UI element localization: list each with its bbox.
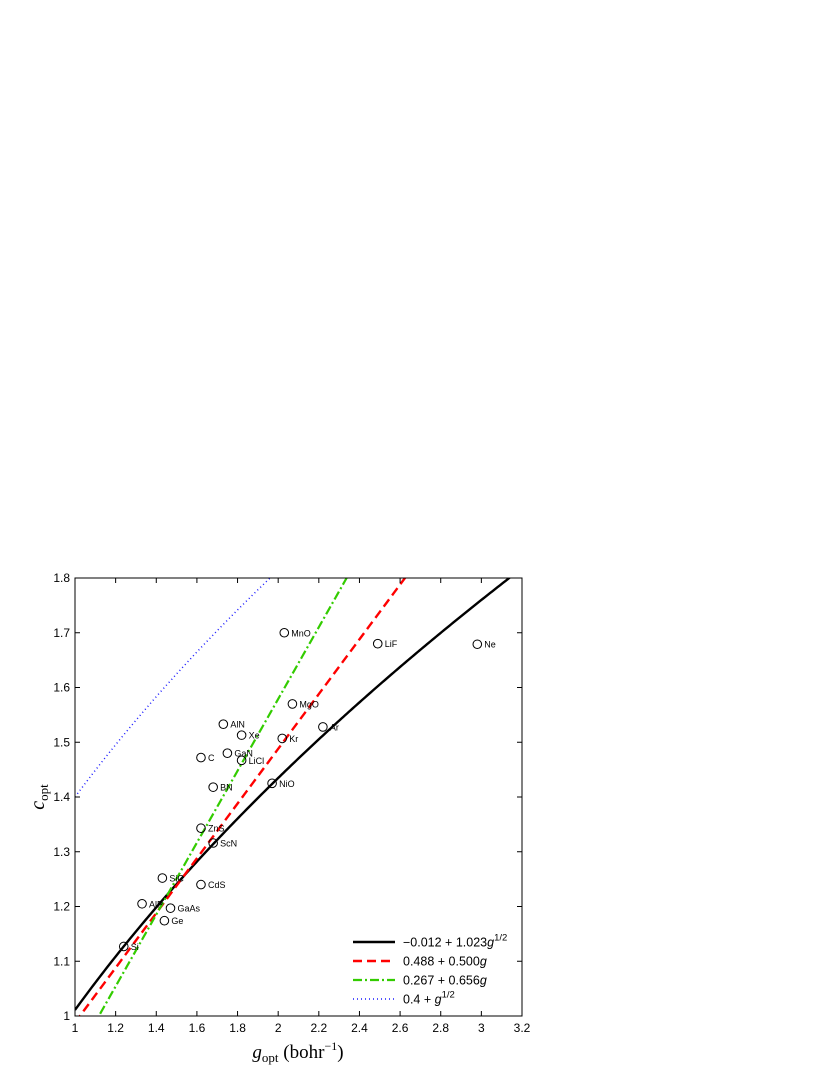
y-tick-label: 1.8 [53, 571, 70, 585]
data-point-label: Ne [484, 640, 496, 650]
plot-frame [74, 577, 523, 1017]
data-point [318, 722, 328, 732]
y-tick-label: 1.7 [53, 626, 70, 640]
data-point [196, 823, 206, 834]
data-point [372, 638, 383, 649]
x-axis-title-main: g [252, 1042, 262, 1063]
legend-entry-2: 0.267 + 0.656g [403, 974, 487, 988]
x-tick-label: 1.2 [107, 1021, 124, 1035]
data-point [267, 778, 277, 789]
data-point [159, 915, 170, 926]
data-point-label: AlN [230, 720, 245, 730]
data-point-label: AlP [149, 899, 163, 909]
y-tick-label: 1.5 [53, 735, 70, 749]
x-axis-title-unit-close: ) [337, 1042, 343, 1063]
x-tick-label: 2.6 [392, 1021, 409, 1035]
x-tick-label: 1.6 [189, 1021, 206, 1035]
data-point-label: LiF [385, 639, 398, 649]
data-point-label: GaAs [177, 904, 200, 914]
legend-entry-3: 0.4 + g1/2 [403, 990, 455, 1007]
x-axis-title: gopt (bohr−1) [252, 1039, 343, 1065]
data-point [218, 719, 229, 729]
y-axis-title-sub: opt [36, 784, 51, 801]
y-axis-title-main: c [27, 801, 49, 810]
fit-curves [75, 578, 512, 1016]
data-point [118, 941, 129, 952]
data-point-label: MgO [299, 699, 319, 709]
data-point [472, 639, 483, 650]
data-point [208, 838, 218, 848]
y-tick-label: 1.2 [53, 900, 70, 914]
x-tick-label: 3.2 [514, 1021, 531, 1035]
data-point [222, 748, 233, 759]
data-point-label: C [208, 753, 215, 763]
legend: −0.012 + 1.023g1/2 0.488 + 0.500g 0.267 + … [353, 933, 507, 1007]
data-point [165, 903, 176, 913]
x-tick-label: 1.8 [229, 1021, 246, 1035]
y-tick-label: 1.1 [53, 954, 70, 968]
legend-entry-0: −0.012 + 1.023g1/2 [403, 933, 507, 950]
data-point-label: Kr [289, 734, 298, 744]
x-tick-label: 2 [275, 1021, 282, 1035]
data-point-label: ZnS [208, 824, 225, 834]
data-point-label: GaN [234, 749, 253, 759]
x-tick-label: 2.2 [310, 1021, 327, 1035]
data-point [137, 898, 147, 909]
data-point [236, 730, 247, 740]
y-tick-label: 1.3 [53, 845, 70, 859]
x-tick-label: 2.4 [351, 1021, 368, 1035]
data-point-label: SiC [169, 874, 184, 884]
x-tick-label: 2.8 [432, 1021, 449, 1035]
x-tick-label: 1 [72, 1021, 79, 1035]
data-point-label: LiCl [249, 756, 265, 766]
x-axis-title-unit-exp: −1 [324, 1039, 337, 1053]
data-point [287, 699, 298, 709]
data-point [157, 873, 168, 883]
data-point-label: Xe [249, 731, 260, 741]
data-point-label: Ge [171, 916, 183, 926]
data-point [279, 627, 290, 638]
data-point-label: BN [220, 783, 233, 793]
y-tick-label: 1 [63, 1009, 70, 1023]
data-point-label: Si [131, 942, 139, 952]
data-point [208, 782, 218, 792]
data-point-label: Ar [330, 722, 339, 732]
y-tick-label: 1.4 [53, 790, 70, 804]
x-axis-title-sub: opt [262, 1050, 279, 1065]
data-point [236, 755, 247, 766]
data-point [196, 752, 206, 763]
plot-background [75, 578, 522, 1016]
data-point-label: MnO [291, 628, 311, 638]
data-point-label: CdS [208, 880, 226, 890]
data-point [196, 879, 206, 890]
axis-ticks: 1 1.2 1.4 1.6 1.8 2 2.2 2.4 2.6 2.8 3 3.2 1 1.1 1.2 1.3… [53, 571, 530, 1035]
x-tick-label: 1.4 [148, 1021, 165, 1035]
y-axis-title: copt [27, 784, 51, 810]
data-points: Si Ge GaAs AlP CdS SiC ScN ZnS BN NiO LiCl C GaN Kr Xe… [118, 627, 496, 952]
x-axis-title-unit: (bohr [279, 1042, 326, 1063]
data-point-label: NiO [279, 779, 295, 789]
series-line-0 [75, 578, 512, 1011]
data-point-label: ScN [220, 838, 237, 848]
y-tick-label: 1.6 [53, 681, 70, 695]
legend-entry-1: 0.488 + 0.500g [403, 955, 487, 969]
data-point [277, 733, 288, 744]
x-tick-label: 3 [478, 1021, 485, 1035]
